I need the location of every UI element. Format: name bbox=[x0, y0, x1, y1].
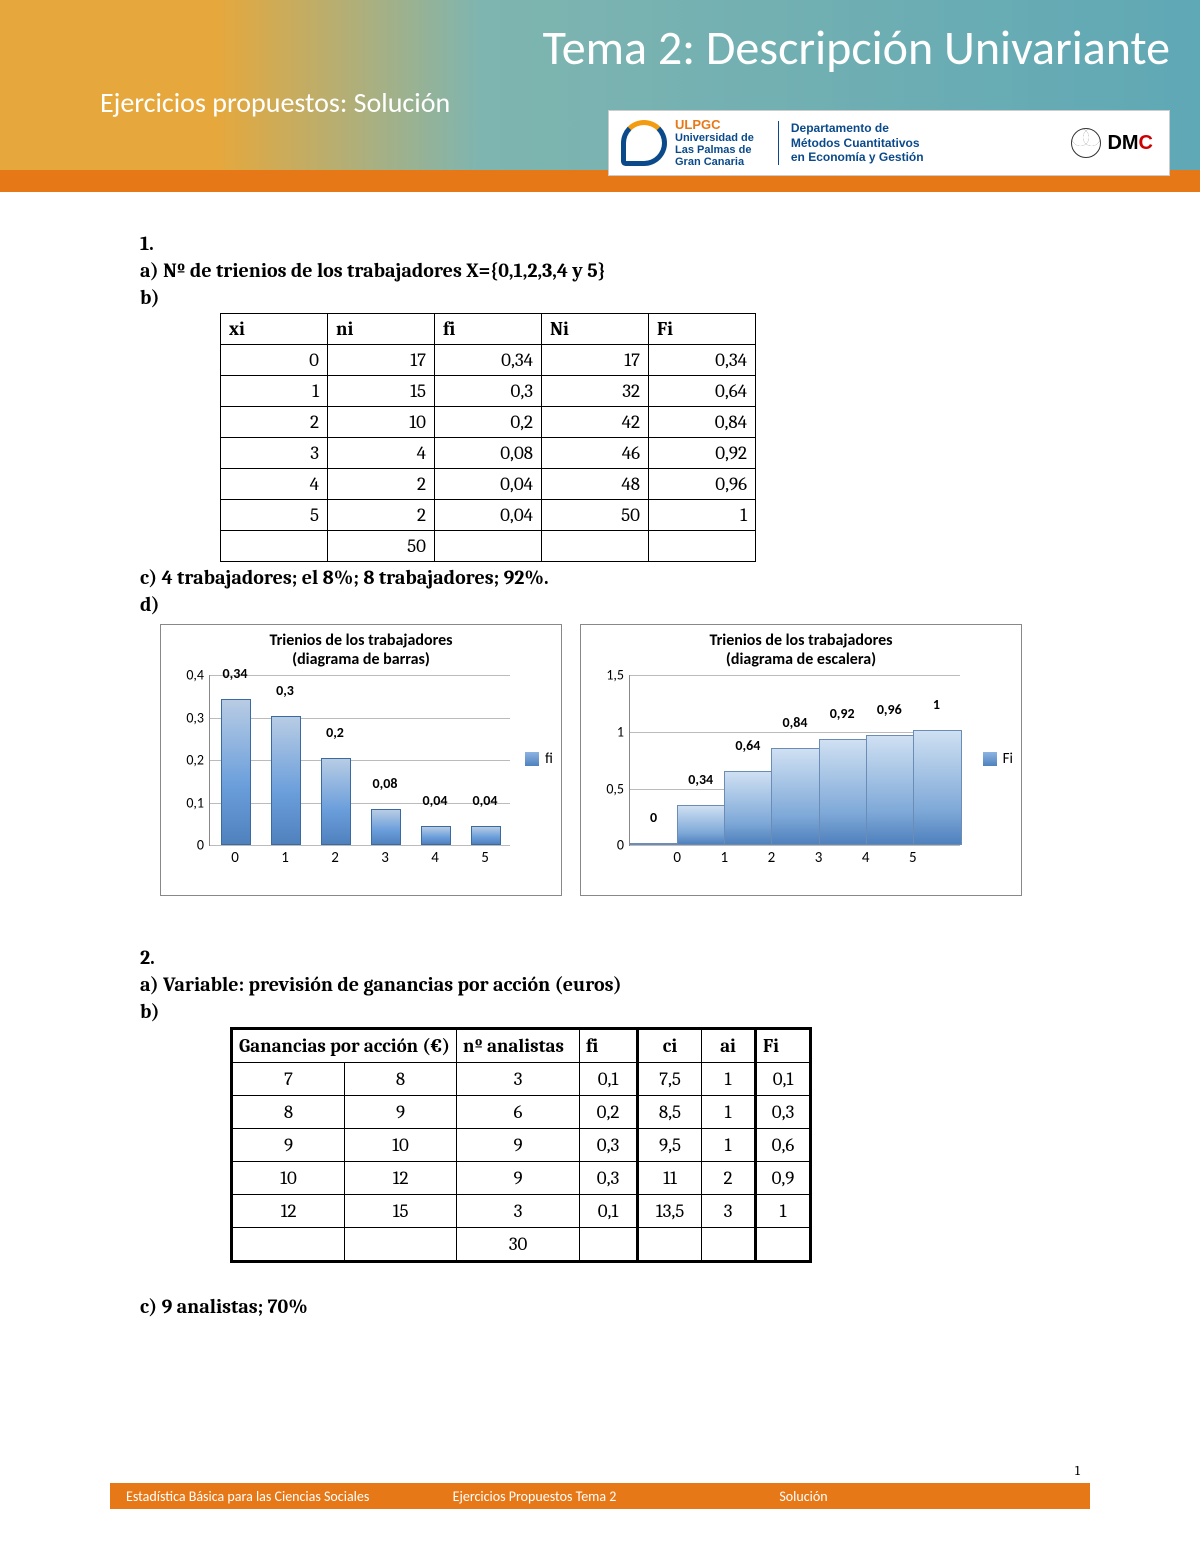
ex2-b-label: b) bbox=[140, 1000, 1060, 1023]
chart1-legend: fi bbox=[525, 750, 553, 768]
chart1-title: Trienios de los trabajadores(diagrama de… bbox=[161, 625, 561, 669]
step-chart: Trienios de los trabajadores(diagrama de… bbox=[580, 624, 1022, 896]
chart2-title: Trienios de los trabajadores(diagrama de… bbox=[581, 625, 1021, 669]
page-title: Tema 2: Descripción Univariante bbox=[0, 0, 1200, 77]
ex1-frequency-table: xinifiNiFi0170,34170,341150,3320,642100,… bbox=[220, 313, 756, 562]
logo-divider bbox=[778, 121, 779, 165]
ex2-frequency-table: Ganancias por acción (€)nº analistasfici… bbox=[230, 1027, 812, 1263]
ex2-c: c) 9 analistas; 70% bbox=[140, 1295, 1060, 1318]
footer-center: Ejercicios Propuestos Tema 2 bbox=[437, 1488, 764, 1505]
footer-bar: Estadística Básica para las Ciencias Soc… bbox=[110, 1483, 1090, 1509]
ulpgc-short: ULPGC bbox=[675, 118, 754, 132]
dept-name: Departamento deMétodos Cuantitativosen E… bbox=[791, 121, 924, 164]
logo-strip: ULPGC Universidad deLas Palmas deGran Ca… bbox=[608, 110, 1170, 176]
ulpgc-full: Universidad deLas Palmas deGran Canaria bbox=[675, 132, 754, 168]
ulpgc-swirl-icon bbox=[621, 120, 667, 166]
dmc-logo: DMC bbox=[1071, 128, 1153, 158]
document-content: 1. a) Nº de trienios de los trabajadores… bbox=[0, 192, 1200, 1342]
ex2-a: a) Variable: previsión de ganancias por … bbox=[140, 973, 1060, 996]
bar-chart: Trienios de los trabajadores(diagrama de… bbox=[160, 624, 562, 896]
ex1-number: 1. bbox=[140, 232, 1060, 255]
footer-right: Solución bbox=[763, 1488, 1090, 1505]
ex1-b-label: b) bbox=[140, 286, 1060, 309]
chart2-legend: Fi bbox=[983, 750, 1013, 768]
footer: 1 Estadística Básica para las Ciencias S… bbox=[0, 1462, 1200, 1509]
ulpgc-logo: ULPGC Universidad deLas Palmas deGran Ca… bbox=[609, 118, 766, 169]
charts-row: Trienios de los trabajadores(diagrama de… bbox=[160, 624, 1060, 896]
ex2-number: 2. bbox=[140, 946, 1060, 969]
dmc-ball-icon bbox=[1071, 128, 1101, 158]
page-number: 1 bbox=[0, 1462, 1200, 1479]
ex1-a: a) Nº de trienios de los trabajadores X=… bbox=[140, 259, 1060, 282]
header-banner: Tema 2: Descripción Univariante Ejercici… bbox=[0, 0, 1200, 170]
ex1-d-label: d) bbox=[140, 593, 1060, 616]
footer-left: Estadística Básica para las Ciencias Soc… bbox=[110, 1488, 437, 1505]
ex1-c: c) 4 trabajadores; el 8%; 8 trabajadores… bbox=[140, 566, 1060, 589]
